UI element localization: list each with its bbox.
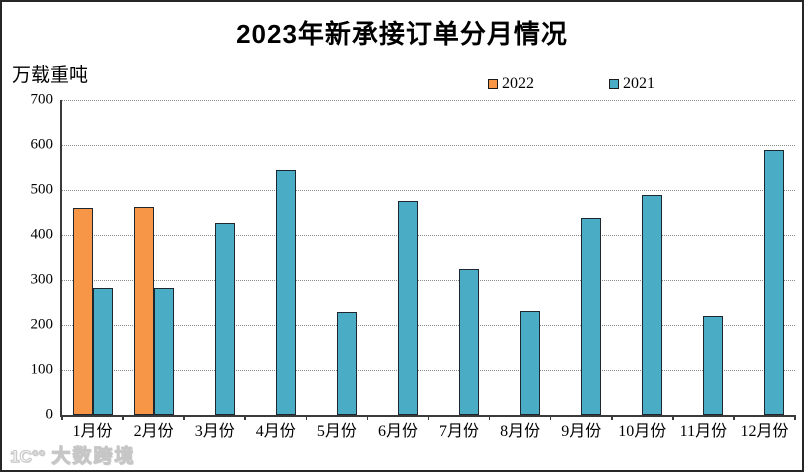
x-axis-tick <box>427 415 430 420</box>
gridline-400 <box>62 235 795 236</box>
bar-2021-12月份 <box>764 149 785 415</box>
bar-2021-8月份 <box>520 310 541 415</box>
x-axis-label: 1月份 <box>72 423 113 440</box>
x-axis-label: 4月份 <box>255 423 296 440</box>
bar-2021-3月份 <box>214 222 235 415</box>
legend-label-2022: 2022 <box>502 75 534 92</box>
x-axis-tick <box>61 415 63 420</box>
watermark-logo-icon: 1C°° <box>9 447 46 467</box>
x-axis-tick <box>305 415 308 420</box>
y-axis-tick-label: 200 <box>30 316 54 333</box>
x-axis-label: 8月份 <box>500 423 541 440</box>
legend-swatch-2021-icon <box>609 79 619 89</box>
gridline-300 <box>62 280 795 281</box>
x-axis-tick <box>549 415 552 420</box>
x-axis-label: 11月份 <box>679 423 728 440</box>
gridline-100 <box>62 370 795 371</box>
bar-2021-9月份 <box>581 217 602 415</box>
y-axis-unit-label: 万载重吨 <box>12 65 89 86</box>
gridline-700 <box>62 100 795 101</box>
x-axis-tick <box>610 415 613 420</box>
watermark: 1C°° 大数跨境 <box>9 441 136 468</box>
bar-2021-6月份 <box>397 200 418 415</box>
y-axis-tick-label: 700 <box>30 91 54 108</box>
gridline-600 <box>62 145 795 146</box>
x-axis-tick <box>366 415 369 420</box>
x-axis-label: 3月份 <box>194 423 235 440</box>
y-axis-tick-label: 0 <box>45 406 54 423</box>
x-axis-label: 9月份 <box>561 423 602 440</box>
x-axis-tick <box>733 415 735 420</box>
x-axis-label: 10月份 <box>618 423 667 440</box>
x-axis-label: 7月份 <box>439 423 480 440</box>
gridline-200 <box>62 325 795 326</box>
y-axis-tick-label: 400 <box>30 226 54 243</box>
bar-2022-1月份 <box>72 208 93 415</box>
x-axis-label: 6月份 <box>377 423 418 440</box>
bar-2021-11月份 <box>703 316 724 415</box>
bar-2021-5月份 <box>336 311 357 415</box>
y-axis-tick-label: 300 <box>30 271 54 288</box>
gridline-500 <box>62 190 795 191</box>
plot-area: 0 100 200 300 400 500 600 700 1月份 2月份 3月份 4月份 5月份 6月份… <box>31 92 796 440</box>
legend-item-2022: 2022 <box>488 75 534 93</box>
x-axis-tick <box>488 415 491 420</box>
x-axis-tick <box>122 415 124 420</box>
bar-2021-2月份 <box>153 287 174 415</box>
x-axis-tick <box>244 415 247 420</box>
watermark-brand-text: 大数跨境 <box>51 446 136 468</box>
legend-swatch-2022-icon <box>488 79 498 89</box>
y-axis-tick-label: 500 <box>30 181 54 198</box>
x-axis-label: 12月份 <box>740 423 789 440</box>
bar-2021-1月份 <box>92 288 113 415</box>
bar-2022-2月份 <box>133 207 154 415</box>
bar-2021-10月份 <box>642 194 663 415</box>
legend-item-2021: 2021 <box>609 75 655 93</box>
bar-2021-4月份 <box>275 169 296 415</box>
x-axis-tick <box>672 415 674 420</box>
x-axis-label: 5月份 <box>316 423 357 440</box>
x-axis-label: 2月份 <box>133 423 174 440</box>
y-axis-tick-label: 100 <box>30 361 54 378</box>
chart-title: 2023年新承接订单分月情况 <box>236 19 568 49</box>
x-axis-tick <box>794 415 796 420</box>
y-axis-tick-label: 600 <box>30 136 54 153</box>
legend-label-2021: 2021 <box>623 75 655 92</box>
x-axis-tick <box>183 415 185 420</box>
bar-2021-7月份 <box>459 268 480 415</box>
